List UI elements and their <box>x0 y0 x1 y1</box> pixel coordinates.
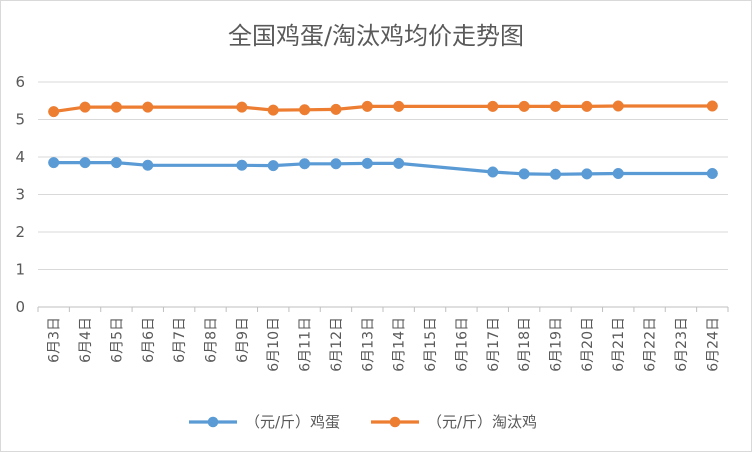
legend-label-1: （元/斤）淘汰鸡 <box>427 413 537 431</box>
series-line-1 <box>52 104 714 114</box>
data-point-0 <box>706 167 718 180</box>
data-point-0 <box>393 157 405 169</box>
data-point-0 <box>518 168 530 180</box>
y-tick-label: 5 <box>15 111 25 129</box>
data-point-0 <box>330 158 342 170</box>
data-point-0 <box>79 157 91 169</box>
x-tick-label: 6月8日 <box>204 317 220 363</box>
x-tick-label: 6月7日 <box>172 317 188 363</box>
data-point-1 <box>612 100 624 112</box>
x-tick-label: 6月3日 <box>47 317 63 363</box>
legend-marker-0 <box>207 416 219 428</box>
x-tick-label: 6月17日 <box>486 317 502 372</box>
data-point-1 <box>299 104 311 116</box>
data-point-0 <box>48 157 60 169</box>
x-tick-label: 6月14日 <box>392 317 408 372</box>
gridlines <box>38 81 728 270</box>
y-tick-label: 6 <box>15 73 25 91</box>
data-point-1 <box>330 103 342 115</box>
data-point-1 <box>110 101 122 113</box>
data-point-1 <box>236 101 248 113</box>
x-tick-label: 6月6日 <box>141 317 157 363</box>
legend-marker-1 <box>389 416 401 428</box>
data-point-1 <box>267 104 279 116</box>
data-point-0 <box>581 168 593 180</box>
data-point-0 <box>612 167 624 180</box>
series-line-0 <box>52 161 714 176</box>
x-tick-label: 6月18日 <box>517 317 533 372</box>
y-tick-label: 2 <box>15 223 25 241</box>
y-tick-label: 0 <box>15 298 25 316</box>
data-point-1 <box>518 100 530 112</box>
data-point-1 <box>361 100 373 112</box>
data-point-1 <box>79 101 91 113</box>
data-point-0 <box>487 166 499 178</box>
x-tick-label: 6月21日 <box>611 317 627 372</box>
x-tick-label: 6月5日 <box>109 317 125 363</box>
data-point-1 <box>48 106 60 118</box>
data-point-1 <box>142 101 154 113</box>
x-tick-label: 6月23日 <box>674 317 690 372</box>
x-tick-label: 6月9日 <box>235 317 251 363</box>
x-tick-label: 6月24日 <box>705 317 721 372</box>
y-tick-label: 1 <box>15 261 25 279</box>
data-point-0 <box>267 160 279 172</box>
data-point-0 <box>142 159 154 171</box>
data-point-1 <box>581 100 593 112</box>
legend: （元/斤）鸡蛋 （元/斤）淘汰鸡 <box>189 413 537 431</box>
y-tick-label: 4 <box>15 148 25 166</box>
x-tick-label: 6月10日 <box>266 317 282 372</box>
data-point-0 <box>361 157 373 169</box>
x-tick-label: 6月13日 <box>360 317 376 372</box>
data-point-0 <box>110 157 122 169</box>
chart-title: 全国鸡蛋/淘汰鸡均价走势图 <box>228 22 524 50</box>
data-point-1 <box>393 100 405 112</box>
data-point-1 <box>487 100 499 112</box>
data-point-1 <box>549 100 562 112</box>
x-tick-label: 6月16日 <box>454 317 470 372</box>
data-point-0 <box>236 159 248 171</box>
x-tick-label: 6月15日 <box>423 317 439 372</box>
y-tick-label: 3 <box>15 186 25 204</box>
series-lines <box>48 100 718 180</box>
x-tick-label: 6月20日 <box>580 317 596 372</box>
data-point-1 <box>706 100 718 112</box>
x-tick-label: 6月19日 <box>549 317 565 372</box>
x-tick-label: 6月11日 <box>298 317 314 372</box>
x-tick-label: 6月4日 <box>78 317 94 363</box>
data-point-0 <box>549 168 562 180</box>
x-tick-label: 6月22日 <box>643 317 659 372</box>
x-tick-label: 6月12日 <box>329 317 345 372</box>
legend-label-0: （元/斤）鸡蛋 <box>245 413 340 431</box>
data-point-0 <box>299 158 311 170</box>
axes: 0 1 2 3 4 5 6 6月3日 6月4日 6月5日 6月6日 6月7日 6月8日 6月9日 6月10日… <box>15 73 729 372</box>
